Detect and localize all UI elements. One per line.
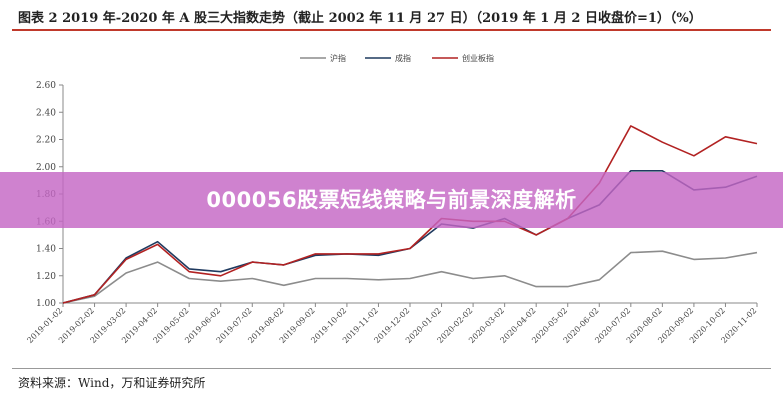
x-axis: 2019-01-022019-02-022019-03-022019-04-02… <box>25 302 758 345</box>
footer-rule <box>12 368 771 369</box>
overlay-banner: 000056股票短线策略与前景深度解析 <box>0 172 783 228</box>
banner-title: 000056股票短线策略与前景深度解析 <box>206 188 577 212</box>
legend-label: 沪指 <box>330 53 346 63</box>
y-tick-label: 2.40 <box>36 108 56 118</box>
y-tick-label: 1.40 <box>36 245 56 255</box>
y-tick-label: 1.20 <box>36 272 56 282</box>
chart-legend: 沪指 成指 创业板指 <box>300 53 494 63</box>
legend-label: 成指 <box>395 53 411 63</box>
y-tick-label: 1.00 <box>36 299 56 309</box>
series-line <box>62 125 758 304</box>
legend-label: 创业板指 <box>462 53 494 63</box>
y-tick-label: 2.00 <box>36 163 56 173</box>
title-rule <box>12 29 771 31</box>
y-tick-label: 2.60 <box>36 81 56 91</box>
series-lines <box>62 125 758 304</box>
y-tick-label: 2.20 <box>36 136 56 146</box>
figure-title: 图表 2 2019 年-2020 年 A 股三大指数走势（截止 2002 年 1… <box>18 11 702 26</box>
source-note: 资料来源：Wind，万和证券研究所 <box>18 376 206 390</box>
series-line <box>62 250 758 304</box>
